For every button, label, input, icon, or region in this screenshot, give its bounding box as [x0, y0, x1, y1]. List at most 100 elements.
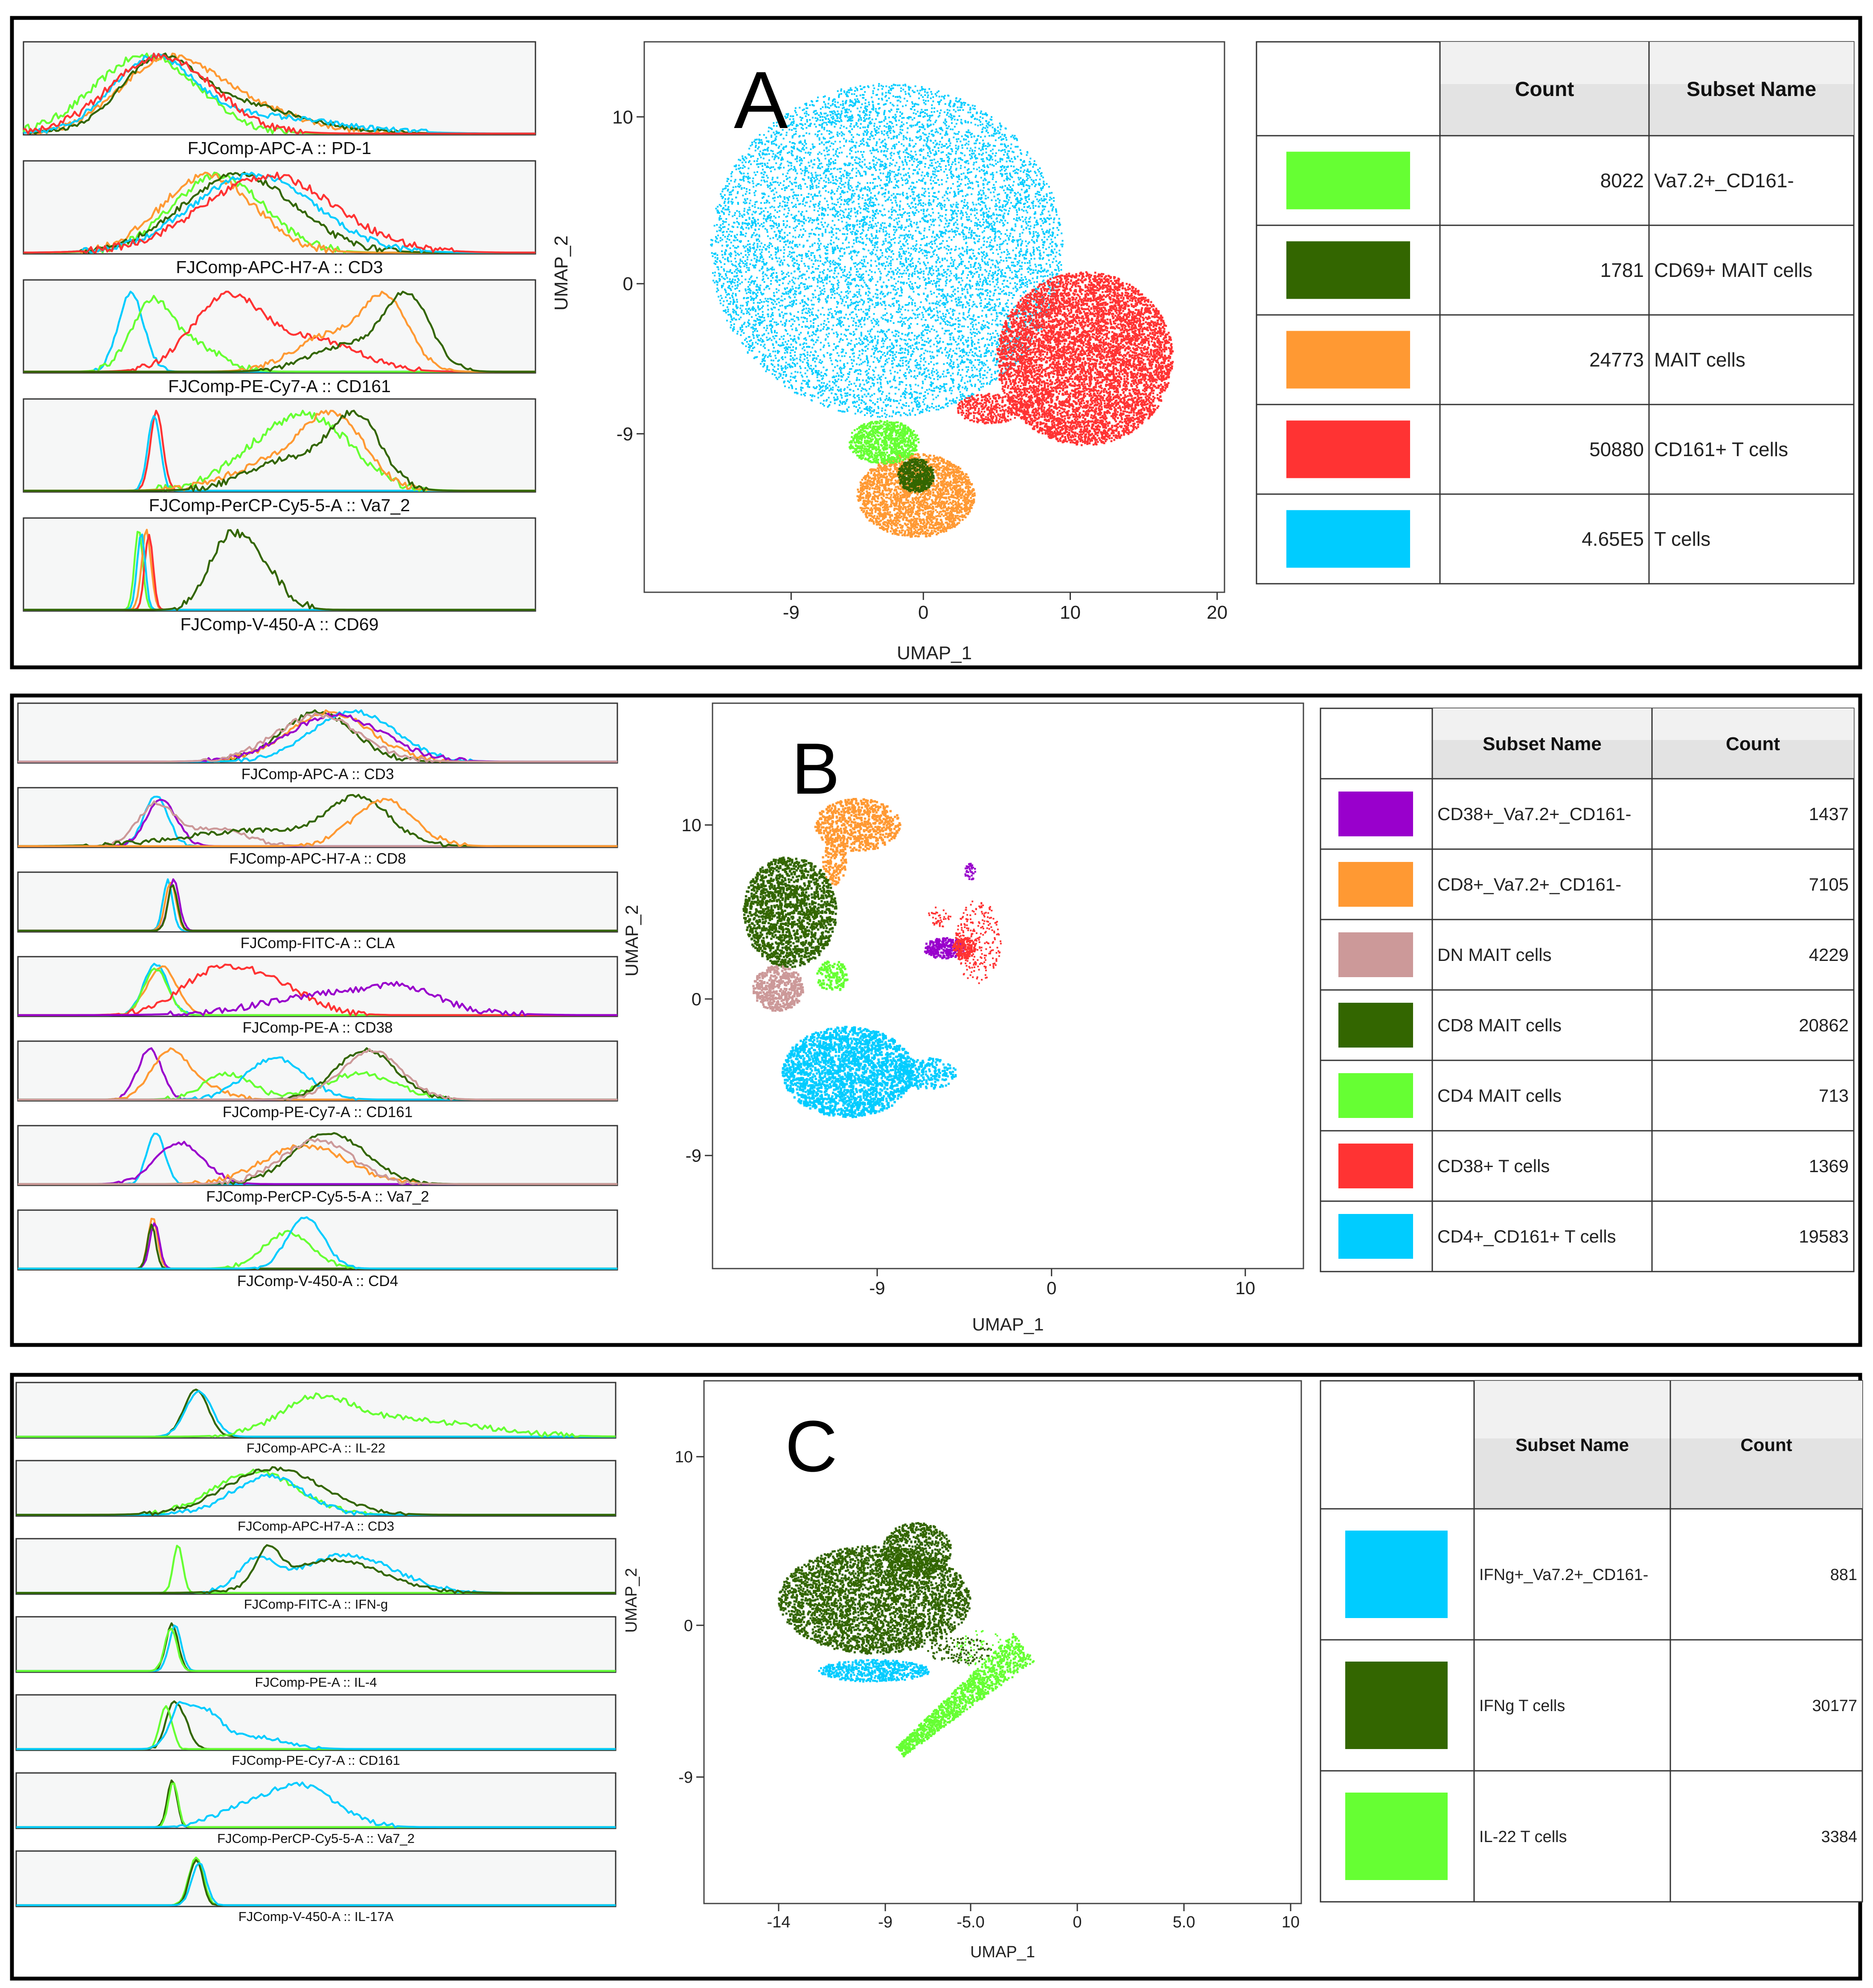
count-cell: 4.65E5: [1582, 528, 1644, 550]
count-cell: 4229: [1809, 945, 1849, 965]
subset-name-cell: IFNg T cells: [1479, 1697, 1565, 1715]
table-header-2: Count: [1740, 1435, 1792, 1455]
histogram-label: FJComp-APC-H7-A :: CD3: [238, 1519, 394, 1534]
table-row: 7105 CD8+_Va7.2+_CD161-: [1338, 862, 1849, 907]
histogram-label: FJComp-PerCP-Cy5-5-A :: Va7_2: [149, 495, 410, 515]
histogram-curve-darkgreen: [18, 884, 617, 932]
color-swatch: [1345, 1531, 1448, 1618]
color-swatch: [1286, 420, 1410, 478]
table-row: 1369 CD38+ T cells: [1338, 1144, 1849, 1188]
histogram-5: FJComp-PerCP-Cy5-5-A :: Va7_2: [17, 1125, 618, 1205]
table-header-2: Count: [1726, 733, 1780, 754]
histogram-curve-red: [23, 172, 535, 254]
subset-name-cell: CD8+_Va7.2+_CD161-: [1437, 874, 1621, 894]
table-row: 1437 CD38+_Va7.2+_CD161-: [1338, 792, 1849, 836]
histogram-label: FJComp-FITC-A :: CLA: [241, 935, 395, 952]
cluster-lightgreen: [849, 419, 920, 465]
histogram-box: [15, 1616, 617, 1673]
table-header-sheen: [1432, 708, 1854, 740]
histogram-label: FJComp-FITC-A :: IFN-g: [244, 1597, 388, 1612]
histogram-curve-purple: [18, 981, 618, 1016]
subset-name-cell: CD8 MAIT cells: [1437, 1015, 1562, 1035]
y-axis-label: UMAP_2: [622, 905, 642, 976]
count-cell: 19583: [1799, 1226, 1849, 1246]
count-cell: 1437: [1809, 804, 1849, 824]
cluster-red: [952, 937, 977, 960]
histogram-box: [23, 160, 536, 255]
histogram-0: FJComp-APC-A :: CD3: [17, 702, 618, 783]
y-tick-label: -9: [617, 424, 633, 445]
histogram-4: FJComp-PE-Cy7-A :: CD161: [15, 1694, 617, 1768]
histogram-curve-cyan: [16, 1781, 616, 1828]
count-cell: 1781: [1600, 259, 1644, 281]
histogram-3: FJComp-PerCP-Cy5-5-A :: Va7_2: [23, 398, 536, 515]
histogram-1: FJComp-APC-H7-A :: CD3: [23, 160, 536, 277]
cluster-lightgreen: [956, 1630, 1008, 1669]
subset-name-cell: MAIT cells: [1654, 349, 1745, 371]
table-row: 713 CD4 MAIT cells: [1338, 1073, 1849, 1118]
subset-table: Subset Name Count 1437 CD38+_Va7.2+_CD161- 7…: [1320, 707, 1855, 1272]
histogram-label: FJComp-APC-A :: PD-1: [188, 138, 372, 158]
histogram-label: FJComp-PE-A :: IL-4: [255, 1675, 377, 1690]
panel-letter: A: [734, 55, 788, 146]
histogram-curve-lightgreen: [16, 1392, 616, 1438]
histogram-3: FJComp-PE-A :: CD38: [17, 956, 618, 1036]
count-cell: 50880: [1589, 438, 1644, 460]
cluster-darkgreen: [883, 1522, 952, 1578]
histogram-box: [23, 41, 536, 136]
subset-name-cell: IFNg+_Va7.2+_CD161-: [1479, 1566, 1648, 1584]
table-header-2: Subset Name: [1687, 78, 1816, 101]
histogram-curve-darkgreen: [23, 529, 535, 611]
histogram-box: [23, 517, 536, 612]
x-tick-label: 0: [1073, 1913, 1082, 1931]
color-swatch: [1338, 792, 1413, 836]
cluster-darkgreen: [897, 458, 935, 493]
x-tick-label: 10: [1060, 602, 1081, 623]
table-row: 881 IFNg+_Va7.2+_CD161-: [1345, 1531, 1857, 1618]
panel-frame: [10, 693, 1862, 1347]
cluster-lightgreen: [816, 961, 849, 991]
x-tick-label: 10: [1282, 1913, 1300, 1931]
color-swatch: [1286, 151, 1410, 210]
table-header-1: Subset Name: [1515, 1435, 1629, 1455]
y-tick-label: -9: [678, 1769, 693, 1787]
histogram-box: [15, 1694, 617, 1751]
x-tick-label: -9: [783, 602, 800, 623]
histogram-curve-rose: [18, 1048, 617, 1101]
histogram-6: FJComp-V-450-A :: CD4: [17, 1209, 618, 1289]
histogram-curve-darkgreen: [16, 1466, 616, 1516]
y-axis-label: UMAP_2: [622, 1568, 640, 1633]
table-header-sheen: [1440, 42, 1854, 84]
count-cell: 7105: [1809, 874, 1849, 894]
subset-table: Count Subset Name 8022 Va7.2+_CD161- 1781 CD6…: [1256, 41, 1855, 585]
table-row: 24773 MAIT cells: [1286, 331, 1745, 389]
cluster-cyan: [818, 1659, 930, 1683]
x-axis-label: UMAP_1: [970, 1943, 1035, 1961]
color-swatch: [1286, 241, 1410, 299]
x-tick-label: -5.0: [957, 1913, 984, 1931]
umap-plot: -9 0 10 10 0 -9 UMAP_1 UMAP_2 B: [622, 702, 1304, 1334]
cluster-cyan: [894, 1057, 957, 1090]
histogram-1: FJComp-APC-H7-A :: CD8: [17, 787, 618, 867]
histogram-3: FJComp-PE-A :: IL-4: [15, 1616, 617, 1690]
table-row: 1781 CD69+ MAIT cells: [1286, 241, 1812, 299]
color-swatch: [1338, 862, 1413, 907]
histogram-curve-cyan: [18, 1216, 617, 1270]
color-swatch: [1338, 1144, 1413, 1188]
cluster-orange: [822, 834, 847, 886]
histogram-box: [15, 1850, 617, 1907]
histogram-label: FJComp-V-450-A :: IL-17A: [238, 1909, 394, 1924]
count-cell: 24773: [1589, 349, 1644, 371]
subset-name-cell: CD69+ MAIT cells: [1654, 259, 1812, 281]
histogram-box: [17, 1040, 618, 1102]
x-tick-label: 5.0: [1173, 1913, 1195, 1931]
cluster-red: [996, 271, 1174, 446]
y-tick-label: 10: [675, 1448, 693, 1466]
table-row: 20862 CD8 MAIT cells: [1338, 1003, 1849, 1048]
cluster-lightgreen: [896, 1633, 1035, 1758]
histogram-box: [15, 1772, 617, 1829]
subset-name-cell: CD4+_CD161+ T cells: [1437, 1226, 1616, 1246]
histogram-curve-darkgreen: [23, 410, 535, 492]
subset-table: Subset Name Count 881 IFNg+_Va7.2+_CD161- 30…: [1320, 1380, 1863, 1903]
